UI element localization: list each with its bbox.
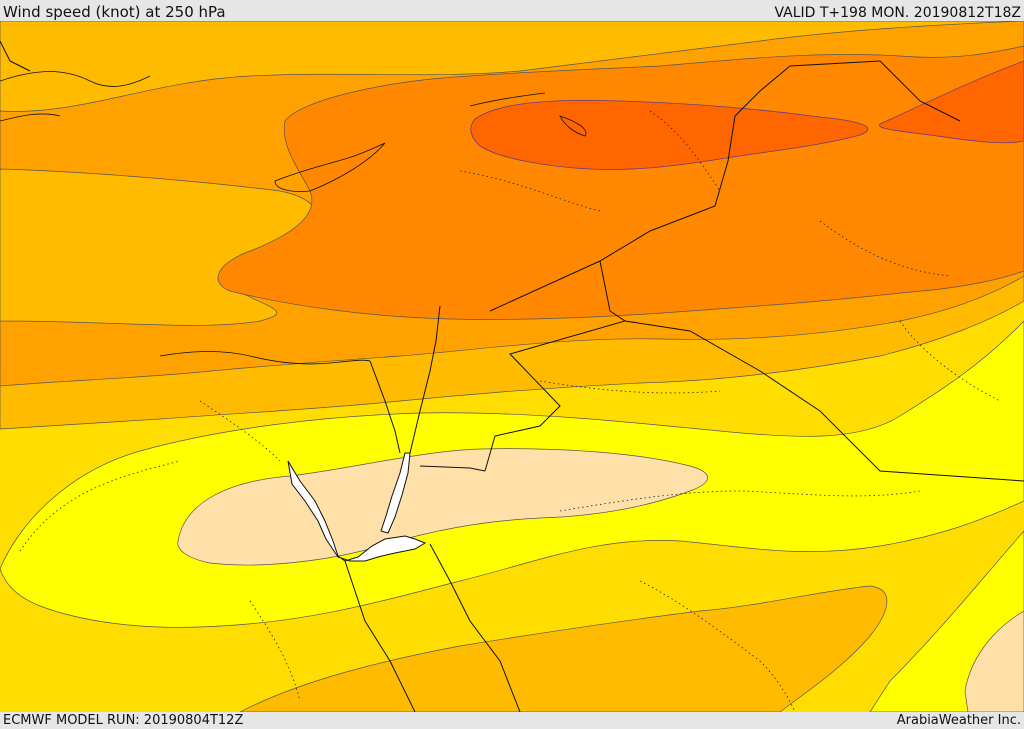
band-amber-south <box>239 585 888 712</box>
chart-title: Wind speed (knot) at 250 hPa <box>3 3 226 21</box>
band-red-orange-east <box>879 60 1024 144</box>
province-lines <box>19 110 1001 712</box>
coastlines <box>0 71 587 365</box>
footer-bar: ECMWF MODEL RUN: 20190804T12Z ArabiaWeat… <box>0 712 1024 729</box>
wind-speed-map[interactable] <box>0 21 1024 712</box>
header-bar: Wind speed (knot) at 250 hPa VALID T+198… <box>0 0 1024 21</box>
gulf-of-aqaba <box>380 452 411 534</box>
red-sea-water <box>287 460 427 562</box>
country-borders <box>0 40 1024 712</box>
band-lightest-southeast <box>964 610 1024 712</box>
map-canvas <box>0 21 1024 712</box>
credit-label: ArabiaWeather Inc. <box>896 713 1021 728</box>
valid-time-label: VALID T+198 MON. 20190812T18Z <box>774 5 1021 21</box>
band-dark-orange <box>217 45 1024 320</box>
model-run-label: ECMWF MODEL RUN: 20190804T12Z <box>3 713 244 728</box>
band-red-orange <box>470 100 869 170</box>
band-lightest <box>177 448 708 566</box>
